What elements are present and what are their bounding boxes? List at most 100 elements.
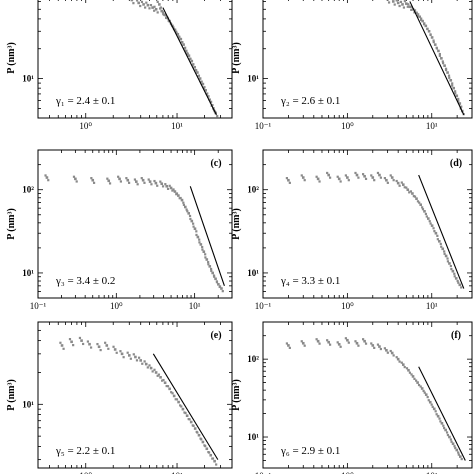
data-point [205, 92, 208, 96]
data-point [204, 253, 207, 256]
data-point [408, 191, 411, 194]
data-point [183, 205, 187, 209]
data-point [209, 100, 213, 104]
gamma-annotation: γ₁ = 2.4 ± 0.1 [55, 95, 115, 107]
data-point [99, 348, 102, 352]
data-point [159, 376, 162, 379]
data-point [434, 231, 438, 235]
y-tick-label: 10¹ [247, 74, 259, 84]
data-point [411, 192, 414, 195]
data-point [401, 183, 405, 186]
data-point [453, 275, 456, 278]
data-point [161, 185, 165, 188]
data-point [412, 195, 415, 198]
data-point [156, 374, 159, 377]
data-point [145, 1, 148, 4]
data-point [420, 387, 424, 390]
data-point [316, 177, 320, 181]
power-law-fit-line [418, 174, 465, 289]
data-point [288, 181, 291, 184]
y-tick-label: 10¹ [22, 399, 34, 409]
data-point [179, 404, 182, 407]
data-point [398, 360, 401, 363]
data-point [119, 350, 122, 353]
x-tick-label: 10⁻¹ [255, 301, 272, 311]
data-point [205, 447, 209, 451]
data-point [216, 114, 219, 118]
plot-frame [37, 149, 233, 299]
data-point [336, 175, 339, 178]
data-point [405, 367, 409, 370]
data-point [300, 174, 303, 177]
data-point [337, 343, 341, 346]
data-point [379, 347, 382, 351]
data-point [199, 243, 203, 246]
data-point [97, 345, 101, 349]
data-point [316, 339, 320, 343]
data-point [432, 407, 436, 411]
data-point [457, 97, 460, 101]
data-point [165, 384, 168, 388]
data-point [376, 171, 380, 175]
data-point [212, 274, 216, 277]
data-point [378, 173, 381, 177]
data-point [421, 19, 424, 23]
data-point [419, 385, 422, 388]
data-point [205, 258, 209, 261]
data-point [401, 3, 404, 6]
data-point [127, 181, 131, 184]
chart-panel-1: 10⁰ 10¹ 10¹ P (nm³) γ₁ = 2.4 ± 0.1 [6, 0, 233, 131]
data-point [452, 86, 455, 90]
data-point [140, 177, 143, 180]
data-point [301, 176, 305, 179]
data-point [373, 346, 376, 349]
data-point [453, 272, 456, 275]
data-point [92, 181, 96, 184]
power-law-fit-line [162, 7, 217, 116]
data-point [344, 337, 347, 340]
data-point [346, 176, 349, 179]
data-point [214, 277, 217, 281]
data-point [96, 342, 99, 346]
data-point [450, 440, 453, 443]
data-point [209, 453, 213, 457]
data-point [411, 375, 415, 378]
data-point [427, 29, 431, 33]
data-point [195, 233, 198, 237]
data-point [164, 14, 167, 17]
gamma-annotation: γ₃ = 3.4 ± 0.2 [55, 275, 115, 287]
data-point [117, 175, 120, 178]
data-point [105, 344, 109, 347]
data-point [213, 275, 216, 278]
data-point [200, 438, 203, 441]
data-point [175, 30, 178, 33]
data-point [210, 269, 213, 272]
data-point [160, 9, 164, 13]
data-point [428, 220, 431, 223]
data-point [204, 256, 207, 259]
data-point [432, 227, 435, 230]
data-point [59, 341, 62, 344]
data-point [153, 179, 156, 183]
data-point [202, 86, 206, 89]
data-point [190, 59, 194, 63]
data-point [126, 178, 130, 182]
plot-frame [37, 321, 233, 469]
data-point [198, 241, 201, 244]
x-tick-label: 10⁰ [341, 301, 354, 311]
data-point [120, 352, 124, 356]
data-point [133, 178, 137, 181]
y-tick-label: 10¹ [247, 268, 259, 278]
data-point [385, 348, 388, 352]
power-law-fit-line [409, 1, 465, 116]
data-point [448, 435, 451, 439]
data-point [141, 178, 145, 182]
data-point [300, 340, 303, 343]
data-point [448, 76, 451, 79]
data-point [449, 264, 452, 268]
panel-label: (f) [451, 330, 461, 341]
power-law-fit-line [418, 366, 466, 461]
data-point [385, 178, 388, 182]
data-point [166, 385, 170, 388]
data-point [387, 1, 391, 4]
